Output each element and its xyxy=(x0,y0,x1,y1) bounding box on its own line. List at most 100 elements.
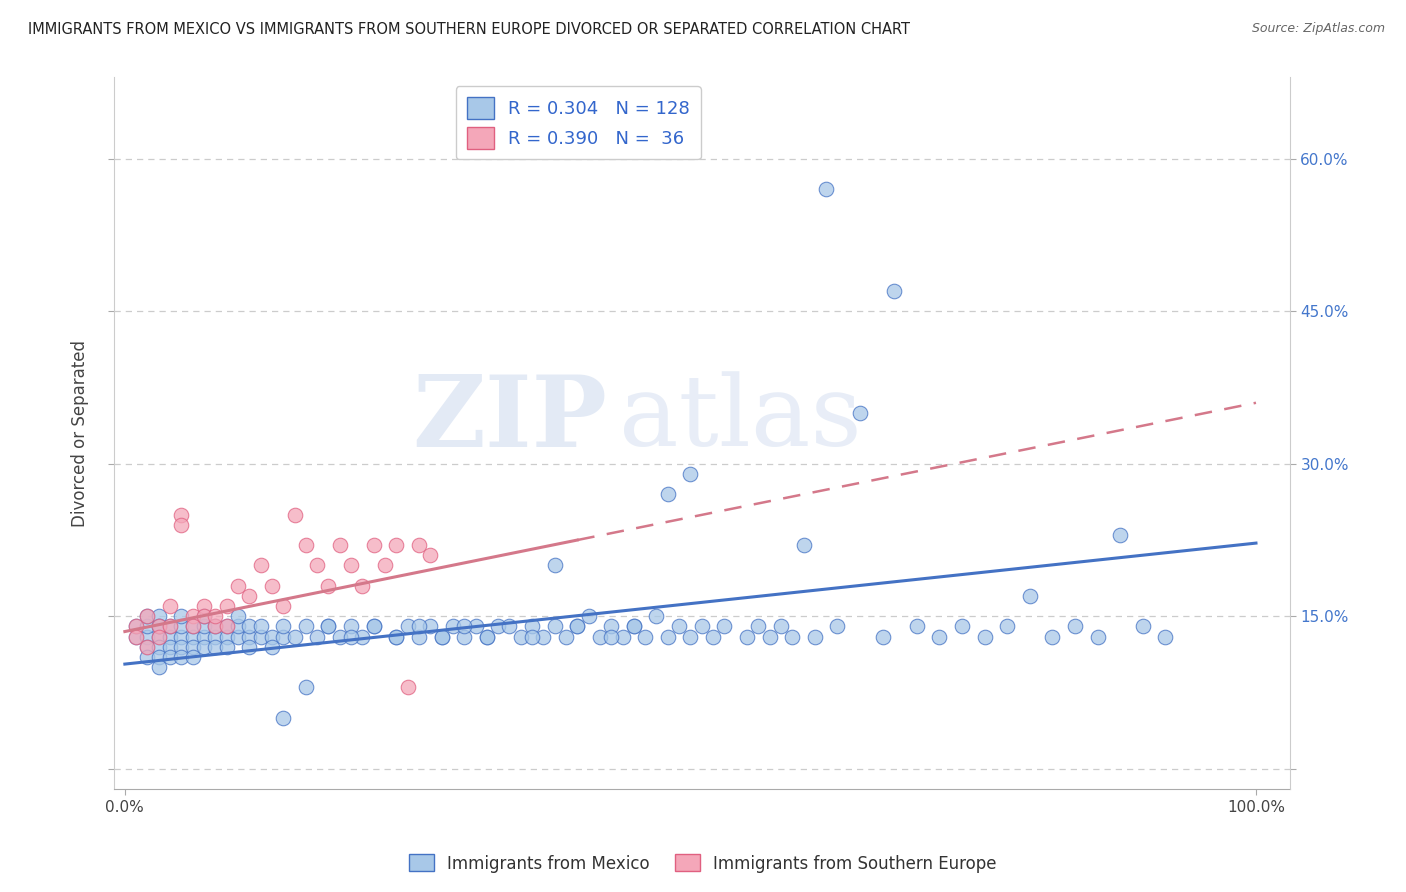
Point xyxy=(849,406,872,420)
Point xyxy=(544,558,567,573)
Point xyxy=(238,589,260,603)
Point xyxy=(271,599,294,614)
Point xyxy=(215,640,238,654)
Point xyxy=(645,609,668,624)
Point xyxy=(1018,589,1040,603)
Point xyxy=(148,660,170,674)
Point xyxy=(170,517,193,532)
Point xyxy=(159,630,181,644)
Point xyxy=(295,619,318,633)
Point xyxy=(329,538,352,552)
Point xyxy=(271,619,294,633)
Legend: Immigrants from Mexico, Immigrants from Southern Europe: Immigrants from Mexico, Immigrants from … xyxy=(402,847,1004,880)
Point xyxy=(283,508,305,522)
Point xyxy=(419,619,441,633)
Point xyxy=(623,619,645,633)
Point xyxy=(170,650,193,665)
Point xyxy=(148,640,170,654)
Point xyxy=(396,681,419,695)
Point xyxy=(249,630,271,644)
Point xyxy=(634,630,657,644)
Point xyxy=(148,609,170,624)
Point xyxy=(215,619,238,633)
Point xyxy=(905,619,928,633)
Point xyxy=(318,579,340,593)
Point xyxy=(883,284,905,298)
Point xyxy=(318,619,340,633)
Point xyxy=(600,630,623,644)
Point xyxy=(374,558,396,573)
Point xyxy=(589,630,612,644)
Point xyxy=(385,630,408,644)
Point xyxy=(136,609,159,624)
Point xyxy=(780,630,803,644)
Text: IMMIGRANTS FROM MEXICO VS IMMIGRANTS FROM SOUTHERN EUROPE DIVORCED OR SEPARATED : IMMIGRANTS FROM MEXICO VS IMMIGRANTS FRO… xyxy=(28,22,910,37)
Point xyxy=(544,619,567,633)
Point xyxy=(520,619,543,633)
Point xyxy=(758,630,780,644)
Point xyxy=(498,619,520,633)
Point xyxy=(352,579,374,593)
Point xyxy=(148,619,170,633)
Point xyxy=(441,619,464,633)
Point xyxy=(475,630,498,644)
Point xyxy=(170,508,193,522)
Point xyxy=(486,619,509,633)
Point xyxy=(136,650,159,665)
Point xyxy=(170,609,193,624)
Point xyxy=(555,630,578,644)
Point xyxy=(249,558,271,573)
Point xyxy=(271,630,294,644)
Point xyxy=(340,558,363,573)
Point xyxy=(352,630,374,644)
Point xyxy=(295,681,318,695)
Point xyxy=(690,619,713,633)
Point xyxy=(148,619,170,633)
Point xyxy=(226,630,249,644)
Point xyxy=(295,538,318,552)
Point xyxy=(385,630,408,644)
Point xyxy=(578,609,600,624)
Point xyxy=(1087,630,1109,644)
Point xyxy=(170,630,193,644)
Point xyxy=(408,538,430,552)
Point xyxy=(307,558,329,573)
Point xyxy=(136,630,159,644)
Point xyxy=(136,619,159,633)
Point xyxy=(238,640,260,654)
Point xyxy=(453,619,475,633)
Point xyxy=(181,609,204,624)
Point xyxy=(125,630,148,644)
Point xyxy=(679,630,702,644)
Point xyxy=(769,619,792,633)
Point xyxy=(181,619,204,633)
Point xyxy=(170,640,193,654)
Point xyxy=(148,630,170,644)
Point xyxy=(747,619,769,633)
Point xyxy=(318,619,340,633)
Point xyxy=(340,630,363,644)
Point xyxy=(735,630,758,644)
Point xyxy=(363,538,385,552)
Point xyxy=(136,640,159,654)
Point xyxy=(204,619,226,633)
Point xyxy=(125,630,148,644)
Point xyxy=(702,630,724,644)
Point xyxy=(226,609,249,624)
Point xyxy=(215,619,238,633)
Point xyxy=(668,619,690,633)
Point xyxy=(815,182,838,196)
Point xyxy=(204,619,226,633)
Point xyxy=(950,619,973,633)
Point xyxy=(430,630,453,644)
Point xyxy=(419,549,441,563)
Point xyxy=(159,640,181,654)
Point xyxy=(928,630,950,644)
Point xyxy=(159,650,181,665)
Point xyxy=(340,619,363,633)
Point xyxy=(1040,630,1063,644)
Point xyxy=(181,619,204,633)
Point xyxy=(363,619,385,633)
Point xyxy=(260,640,283,654)
Point xyxy=(193,609,215,624)
